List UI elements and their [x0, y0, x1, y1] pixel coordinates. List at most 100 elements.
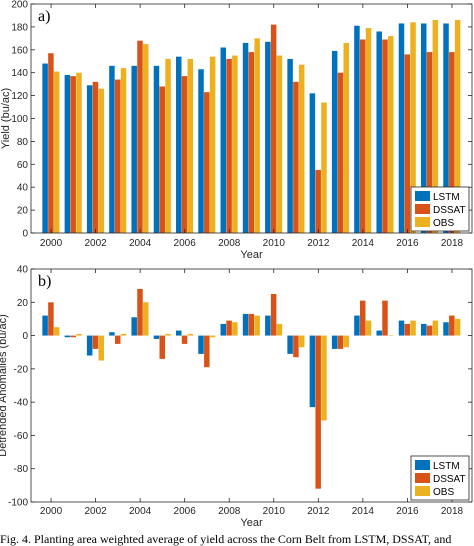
- bar-lstm-2013: [331, 335, 338, 349]
- bar-obs-2012: [321, 102, 327, 233]
- bar-dssat-2002: [92, 335, 99, 349]
- x-tick-label: 2002: [84, 238, 107, 249]
- bar-dssat-2010: [270, 24, 277, 233]
- bar-obs-2004: [143, 302, 149, 336]
- bar-obs-2002: [98, 88, 104, 233]
- bar-obs-2011: [298, 335, 305, 348]
- bar-obs-2017: [432, 320, 439, 336]
- y-tick-label: 120: [11, 91, 28, 102]
- bar-obs-2014: [365, 28, 372, 233]
- bar-obs-2004: [143, 44, 149, 233]
- bar-lstm-2015: [376, 330, 382, 336]
- y-tick-label: 60: [17, 160, 29, 171]
- x-tick-label: 2000: [40, 506, 63, 517]
- bar-lstm-2007: [198, 69, 204, 234]
- figure-caption: Fig. 4. Planting area weighted average o…: [0, 532, 452, 546]
- y-tick-label: 0: [22, 331, 28, 342]
- bar-obs-2007: [209, 335, 216, 338]
- bar-lstm-2001: [64, 74, 71, 234]
- bar-lstm-2000: [42, 315, 48, 336]
- y-tick-label: 40: [17, 183, 29, 194]
- bar-dssat-2007: [204, 92, 210, 233]
- bar-obs-2013: [343, 42, 349, 234]
- legend-label-dssat: DSSAT: [433, 474, 466, 485]
- bar-obs-2016: [410, 22, 416, 233]
- bar-dssat-2006: [181, 335, 188, 344]
- bar-dssat-2004: [137, 288, 143, 336]
- bar-lstm-2003: [109, 65, 115, 233]
- x-tick-label: 2010: [263, 238, 286, 249]
- bar-dssat-2018: [449, 315, 455, 336]
- bar-obs-2010: [276, 323, 283, 336]
- x-tick-label: 2008: [218, 238, 241, 249]
- bar-dssat-2013: [337, 335, 344, 349]
- y-tick-label: 180: [11, 22, 28, 33]
- x-axis-label: Year: [240, 249, 263, 261]
- bar-lstm-2018: [443, 23, 449, 233]
- x-tick-label: 2016: [396, 238, 419, 249]
- y-tick-label: 0: [22, 229, 28, 240]
- bar-lstm-2009: [242, 42, 249, 234]
- bar-obs-2007: [209, 56, 216, 233]
- bar-obs-2015: [388, 335, 394, 337]
- bar-dssat-2003: [114, 79, 121, 233]
- bar-dssat-2012: [315, 335, 321, 489]
- bar-obs-2011: [298, 64, 305, 233]
- bar-lstm-2004: [131, 317, 137, 336]
- legend-label-obs: OBS: [433, 487, 454, 498]
- anomaly-chart-panel: -100 -80 -60 -40 -20 0 20 40 2000 2002 2004 2006 200…: [0, 265, 473, 529]
- bar-lstm-2016: [398, 23, 405, 233]
- bar-dssat-2012: [315, 170, 321, 233]
- bar-dssat-2008: [226, 320, 232, 336]
- bar-obs-2006: [187, 333, 194, 336]
- bar-dssat-2009: [248, 52, 255, 234]
- bar-obs-2000: [53, 71, 60, 233]
- legend-label-lstm: LSTM: [433, 192, 460, 203]
- y-tick-label: 160: [11, 45, 28, 56]
- bar-obs-2009: [254, 315, 260, 336]
- bar-lstm-2012: [309, 335, 316, 408]
- yield-chart-panel: 0 20 40 60 80 100 120 140 160 180 200 2000 2002 2004 2…: [0, 0, 473, 261]
- y-tick-label: -80: [14, 464, 29, 475]
- x-tick-label: 2004: [129, 238, 152, 249]
- bar-lstm-2010: [265, 315, 271, 336]
- bar-obs-2017: [432, 20, 439, 234]
- bar-obs-2016: [410, 320, 416, 336]
- bar-dssat-2005: [159, 335, 166, 359]
- bar-lstm-2006: [176, 330, 182, 336]
- bar-lstm-2000: [42, 63, 48, 233]
- bar-lstm-2007: [198, 335, 204, 354]
- x-tick-label: 2014: [352, 506, 375, 517]
- bar-dssat-2014: [359, 39, 366, 233]
- bar-lstm-2012: [309, 93, 316, 233]
- bar-obs-2008: [232, 322, 238, 336]
- bar-lstm-2009: [242, 313, 249, 336]
- bar-lstm-2018: [443, 322, 449, 336]
- bar-lstm-2011: [287, 58, 293, 234]
- bar-lstm-2011: [287, 335, 293, 354]
- bar-obs-2006: [187, 58, 194, 234]
- panel-label: b): [38, 273, 51, 290]
- bar-obs-2002: [98, 335, 104, 361]
- y-tick-label: 200: [11, 0, 28, 11]
- bar-dssat-2000: [48, 53, 54, 234]
- x-tick-label: 2012: [307, 506, 330, 517]
- y-tick-label: 140: [11, 68, 28, 79]
- bar-dssat-2001: [70, 335, 76, 338]
- x-axis-label: Year: [240, 517, 263, 529]
- bar-lstm-2003: [109, 332, 115, 336]
- bar-dssat-2001: [70, 76, 76, 233]
- bar-obs-2018: [454, 318, 461, 336]
- bar-lstm-2010: [265, 41, 271, 233]
- bar-obs-2009: [254, 38, 260, 233]
- bar-dssat-2014: [359, 300, 366, 336]
- bar-dssat-2010: [270, 293, 277, 336]
- bar-dssat-2016: [404, 54, 411, 233]
- bar-lstm-2008: [220, 323, 227, 336]
- bar-dssat-2000: [48, 302, 54, 336]
- x-tick-label: 2000: [40, 238, 63, 249]
- y-tick-label: 100: [11, 114, 28, 125]
- y-tick-label: 40: [17, 265, 29, 276]
- bar-dssat-2006: [181, 76, 188, 233]
